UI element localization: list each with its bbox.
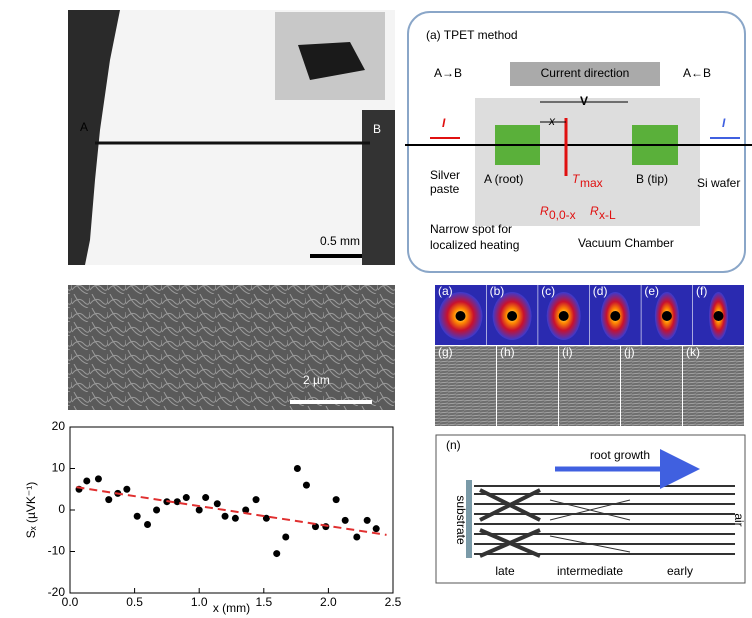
point <box>303 482 310 489</box>
label: Silver <box>430 168 460 182</box>
point <box>153 507 160 514</box>
x-tick-label: 1.0 <box>191 595 208 609</box>
scale-label: 0.5 mm <box>320 234 360 248</box>
point <box>174 498 181 505</box>
label: 0,0-x <box>549 208 576 222</box>
sem-panel: 2 µm <box>68 285 395 410</box>
y-axis-label: Sₓ (µVK⁻¹) <box>24 482 38 539</box>
label: root growth <box>590 448 650 462</box>
label: R <box>540 204 549 218</box>
label: localized heating <box>430 238 519 252</box>
point <box>95 475 102 482</box>
label: intermediate <box>557 564 623 578</box>
label: max <box>580 176 603 190</box>
y-tick-label: 10 <box>52 461 66 475</box>
beamstop <box>507 311 517 321</box>
y-tick-label: -10 <box>48 544 66 558</box>
scale-label: 2 µm <box>303 373 330 387</box>
beamstop <box>456 311 466 321</box>
point <box>105 496 112 503</box>
label: A (root) <box>484 172 523 186</box>
panel-label: (g) <box>438 345 453 359</box>
panel-label: (k) <box>686 345 700 359</box>
label: V <box>580 94 588 108</box>
point <box>222 513 229 520</box>
beamstop <box>559 311 569 321</box>
point <box>373 525 380 532</box>
label: air <box>732 513 746 526</box>
growth-panel: (n) root growth substrate air late inter… <box>436 435 746 583</box>
point <box>364 517 371 524</box>
panel-label: (d) <box>593 284 608 298</box>
x-tick-label: 1.5 <box>255 595 272 609</box>
beamstop <box>714 311 724 321</box>
x-tick-label: 2.0 <box>320 595 337 609</box>
label: x-L <box>599 208 616 222</box>
panel-label: (b) <box>490 284 505 298</box>
point <box>232 515 239 522</box>
figure: A B 0.5 mm (a) TPET method A→B Current d… <box>0 0 752 618</box>
plot-frame <box>70 427 393 593</box>
panel-label: (f) <box>696 284 707 298</box>
label: B <box>373 122 381 136</box>
point <box>134 513 141 520</box>
y-tick-label: 0 <box>58 502 65 516</box>
panel-label: (c) <box>541 284 555 298</box>
label: R <box>590 204 599 218</box>
beamstop <box>662 311 672 321</box>
label: early <box>667 564 693 578</box>
sem-image <box>68 285 395 410</box>
panel-label: (a) <box>438 284 453 298</box>
label: x <box>548 114 556 128</box>
point <box>294 465 301 472</box>
point <box>282 533 289 540</box>
page: A B 0.5 mm (a) TPET method A→B Current d… <box>0 0 752 618</box>
label: Narrow spot for <box>430 222 512 236</box>
label: A←B <box>683 66 711 80</box>
point <box>273 550 280 557</box>
point <box>123 486 130 493</box>
point <box>353 533 360 540</box>
point <box>333 496 340 503</box>
label: substrate <box>454 495 468 545</box>
label: late <box>495 564 515 578</box>
panel-label: (h) <box>500 345 515 359</box>
x-tick-label: 2.5 <box>385 595 402 609</box>
label: B (tip) <box>636 172 668 186</box>
point <box>144 521 151 528</box>
point <box>83 477 90 484</box>
point <box>202 494 209 501</box>
label: (n) <box>446 438 461 452</box>
point <box>214 500 221 507</box>
point <box>253 496 260 503</box>
x-tick-label: 0.5 <box>126 595 143 609</box>
panel-title: (a) TPET method <box>426 28 518 42</box>
tpet-panel: (a) TPET method A→B Current direction A←… <box>405 12 752 272</box>
label: Current direction <box>541 66 630 80</box>
point <box>342 517 349 524</box>
label: Vacuum Chamber <box>578 236 674 250</box>
beamstop <box>610 311 620 321</box>
label: A→B <box>434 66 462 80</box>
panel-label: (e) <box>644 284 659 298</box>
label: paste <box>430 182 460 196</box>
label: Si wafer <box>697 176 740 190</box>
panel-label: (j) <box>624 345 635 359</box>
point <box>196 507 203 514</box>
panel-label: (i) <box>562 345 573 359</box>
label: A <box>80 120 88 134</box>
y-tick-label: 20 <box>52 419 66 433</box>
x-axis-label: x (mm) <box>213 601 250 615</box>
x-tick-label: 0.0 <box>62 595 79 609</box>
trend-line <box>76 487 386 535</box>
point <box>183 494 190 501</box>
photo-panel: A B 0.5 mm <box>68 10 395 265</box>
